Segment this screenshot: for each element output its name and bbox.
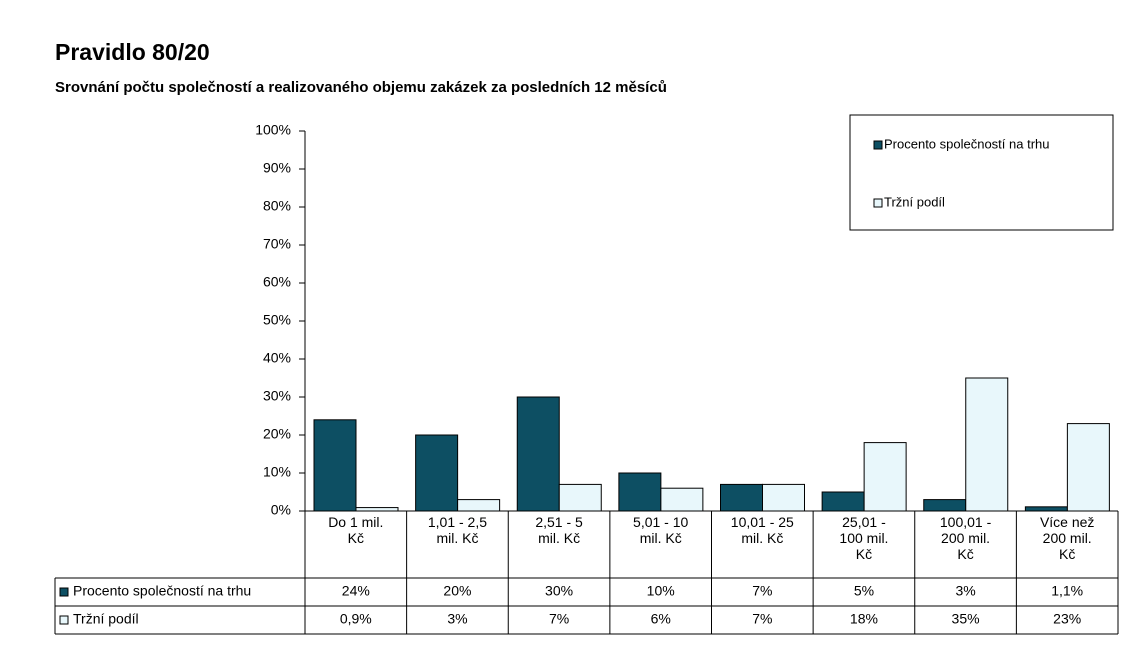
legend-label: Procento společností na trhu [884, 136, 1050, 151]
legend-label: Tržní podíl [884, 194, 945, 209]
bar [863, 442, 907, 512]
x-tick-label: 10,01 - 25 mil. Kč [730, 514, 794, 546]
data-label: 7% [752, 583, 772, 599]
x-tick-label: Více než 200 mil. Kč [1039, 514, 1095, 562]
category-cell: 1,01 - 2,5 mil. Kč [427, 514, 488, 546]
bar [457, 499, 501, 512]
y-tick-label: 90% [263, 160, 291, 176]
bar [1066, 423, 1110, 512]
data-label: 20% [443, 583, 471, 599]
x-tick-label: 5,01 - 10 mil. Kč [633, 514, 689, 546]
data-label: 6% [651, 611, 671, 627]
x-tick-label: 100,01 - 200 mil. Kč [939, 514, 992, 562]
data-label: 10% [647, 583, 675, 599]
legend-key [873, 198, 883, 208]
data-label: 7% [549, 611, 569, 627]
bar [355, 507, 399, 512]
data-label: 24% [342, 583, 370, 599]
row-header: Tržní podíl [73, 611, 139, 627]
chart-subtitle: Srovnání počtu společností a realizované… [55, 79, 667, 96]
legend-key [59, 615, 69, 625]
x-tick-label: 2,51 - 5 mil. Kč [535, 514, 583, 546]
data-label: 18% [850, 611, 878, 627]
category-cell: 25,01 - 100 mil. Kč [839, 514, 889, 562]
x-tick-label: Do 1 mil. Kč [328, 514, 384, 546]
data-label: 0,9% [340, 611, 372, 627]
chart-title: Pravidlo 80/20 [55, 39, 210, 65]
category-cell: 2,51 - 5 mil. Kč [535, 514, 583, 546]
y-tick-label: 20% [263, 426, 291, 442]
bar [965, 377, 1009, 512]
data-label: 35% [952, 611, 980, 627]
data-label: 3% [447, 611, 467, 627]
category-cell: 100,01 - 200 mil. Kč [939, 514, 992, 562]
y-tick-label: 100% [255, 122, 291, 138]
bar [516, 396, 560, 512]
bar [923, 499, 967, 512]
bar [558, 483, 602, 512]
x-tick-label: 1,01 - 2,5 mil. Kč [427, 514, 488, 546]
bar [415, 434, 459, 512]
bar [1024, 506, 1068, 512]
y-tick-label: 80% [263, 198, 291, 214]
y-tick-label: 10% [263, 464, 291, 480]
bar [618, 472, 662, 512]
y-tick-label: 30% [263, 388, 291, 404]
category-cell: 10,01 - 25 mil. Kč [730, 514, 794, 546]
row-header: Procento společností na trhu [73, 583, 251, 599]
bar [720, 483, 763, 512]
y-tick-label: 60% [263, 274, 291, 290]
x-tick-label: 25,01 - 100 mil. Kč [839, 514, 889, 562]
category-cell: Více než 200 mil. Kč [1039, 514, 1095, 562]
data-label: 1,1% [1051, 583, 1083, 599]
y-tick-label: 50% [263, 312, 291, 328]
bar [762, 483, 805, 512]
y-tick-label: 40% [263, 350, 291, 366]
bar [313, 419, 357, 512]
data-label: 7% [752, 611, 772, 627]
category-cell: Do 1 mil. Kč [328, 514, 384, 546]
data-label: 5% [854, 583, 874, 599]
legend-key [873, 140, 883, 150]
data-label: 30% [545, 583, 573, 599]
data-label: 23% [1053, 611, 1081, 627]
bar [821, 491, 865, 512]
legend-key [59, 587, 69, 597]
bar [660, 487, 704, 512]
y-tick-label: 0% [271, 502, 291, 518]
y-tick-label: 70% [263, 236, 291, 252]
category-cell: 5,01 - 10 mil. Kč [633, 514, 689, 546]
data-label: 3% [955, 583, 975, 599]
legend [849, 114, 1114, 231]
